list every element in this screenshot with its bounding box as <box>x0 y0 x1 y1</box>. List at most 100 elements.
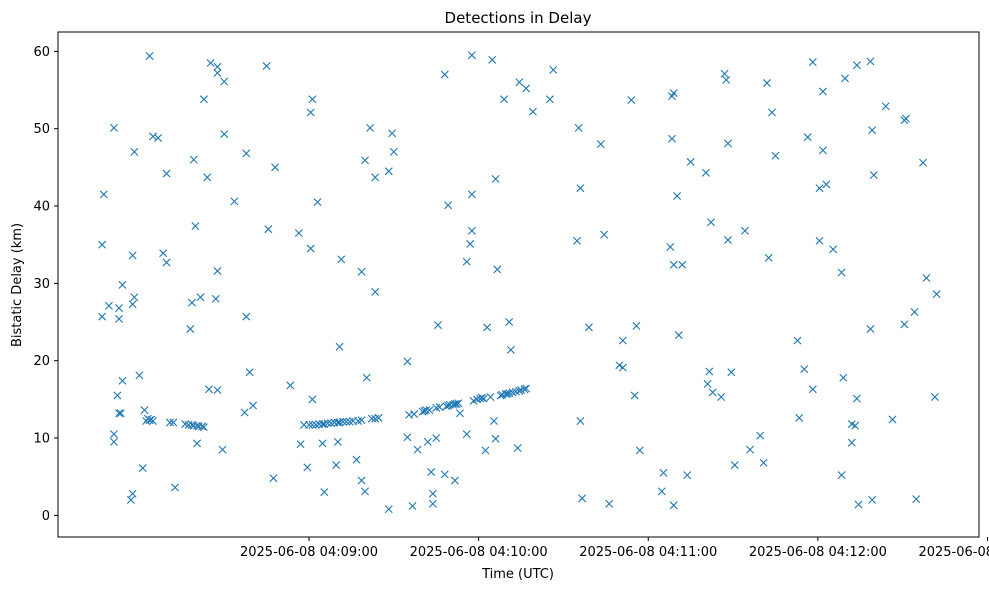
detection-marker <box>384 505 393 514</box>
detection-marker <box>673 191 682 200</box>
detection-marker <box>584 323 593 332</box>
detection-markers <box>98 51 941 514</box>
detection-marker <box>286 381 295 390</box>
detection-marker <box>793 336 802 345</box>
detection-marker <box>478 393 487 402</box>
detection-marker <box>294 229 303 238</box>
detection-marker <box>242 149 251 158</box>
detection-marker <box>335 342 344 351</box>
detection-marker <box>759 458 768 467</box>
detection-marker <box>852 61 861 70</box>
detection-marker <box>476 394 485 403</box>
y-tick-label: 60 <box>33 45 50 60</box>
detection-marker <box>189 155 198 164</box>
detection-marker <box>413 445 422 454</box>
detection-marker <box>126 495 135 504</box>
detection-marker <box>218 445 227 454</box>
detection-marker <box>357 476 366 485</box>
detection-marker <box>245 368 254 377</box>
detection-marker <box>171 483 180 492</box>
detection-marker <box>462 430 471 439</box>
detection-marker <box>462 257 471 266</box>
detection-marker <box>444 201 453 210</box>
detection-marker <box>249 401 258 410</box>
detection-marker <box>213 62 222 71</box>
y-tick-label: 50 <box>33 122 50 137</box>
detection-marker <box>98 240 107 249</box>
detection-marker <box>308 395 317 404</box>
detection-marker <box>703 379 712 388</box>
detection-marker <box>213 68 222 77</box>
detection-marker <box>130 293 139 302</box>
detection-marker <box>206 58 215 67</box>
plot-frame <box>57 31 980 538</box>
detection-marker <box>522 84 531 93</box>
detection-marker <box>746 445 755 454</box>
detection-marker <box>199 423 208 432</box>
detection-marker <box>455 409 464 418</box>
detection-marker <box>128 251 137 260</box>
detection-marker <box>839 373 848 382</box>
detection-marker <box>361 487 369 496</box>
detection-marker <box>313 198 322 207</box>
detection-marker <box>515 386 524 395</box>
detection-marker <box>630 391 639 400</box>
detection-marker <box>615 361 624 370</box>
detection-marker <box>605 499 614 508</box>
detection-marker <box>479 394 488 403</box>
detection-marker <box>116 409 125 418</box>
detection-marker <box>428 489 437 498</box>
detection-marker <box>148 417 157 425</box>
detection-marker <box>919 158 928 167</box>
detection-marker <box>768 108 777 117</box>
detection-marker <box>666 243 675 251</box>
detection-marker <box>371 287 380 296</box>
detection-marker <box>764 253 773 262</box>
detection-marker <box>815 236 824 245</box>
detection-marker <box>727 368 736 377</box>
detection-marker <box>574 123 583 132</box>
detection-marker <box>678 260 687 269</box>
detection-marker <box>186 324 195 333</box>
detection-marker <box>868 495 877 504</box>
detection-marker <box>910 307 919 316</box>
detection-marker <box>496 391 505 400</box>
detection-marker <box>528 107 537 116</box>
detection-marker <box>762 79 771 88</box>
detection-marker <box>576 417 585 425</box>
detection-marker <box>515 78 524 87</box>
detection-marker <box>740 226 749 235</box>
detection-marker <box>264 225 273 234</box>
detection-marker <box>220 130 229 139</box>
detection-marker <box>513 444 522 453</box>
detection-marker <box>596 140 605 149</box>
detection-marker <box>489 417 498 425</box>
detection-marker <box>618 363 627 372</box>
detection-marker <box>115 409 124 418</box>
detection-marker <box>491 174 500 183</box>
detection-marker <box>635 446 644 455</box>
detection-marker <box>707 218 715 227</box>
detection-marker <box>483 323 492 332</box>
detection-marker <box>669 260 678 269</box>
y-tick-label: 0 <box>42 509 50 524</box>
detection-marker <box>384 167 393 176</box>
detection-marker <box>408 502 417 511</box>
detection-marker <box>723 139 732 148</box>
detection-marker <box>410 410 419 419</box>
detection-marker <box>403 357 412 366</box>
detection-marker <box>98 312 107 321</box>
detection-marker <box>618 336 627 345</box>
detection-marker <box>486 393 495 402</box>
detection-marker <box>425 406 434 415</box>
detection-marker <box>308 420 317 429</box>
detection-marker <box>803 133 812 142</box>
detection-marker <box>357 267 366 276</box>
x-tick-label: 2025-06-08 04:09:00 <box>240 545 378 560</box>
detection-marker <box>491 434 500 443</box>
detection-marker <box>162 169 171 178</box>
y-axis-label: Bistatic Delay (km) <box>10 223 25 347</box>
detection-marker <box>808 58 817 67</box>
detection-marker <box>912 495 921 504</box>
detection-marker <box>109 437 118 446</box>
